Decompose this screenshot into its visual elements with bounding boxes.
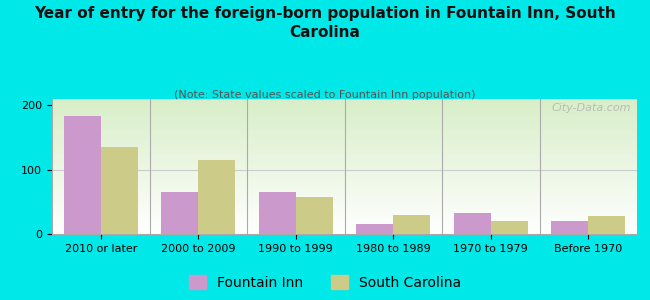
- Text: (Note: State values scaled to Fountain Inn population): (Note: State values scaled to Fountain I…: [174, 90, 476, 100]
- Bar: [259, 192, 296, 234]
- Bar: [198, 160, 235, 234]
- Bar: [491, 221, 528, 234]
- Bar: [101, 147, 138, 234]
- Text: Year of entry for the foreign-born population in Fountain Inn, South
Carolina: Year of entry for the foreign-born popul…: [34, 6, 616, 40]
- Legend: Fountain Inn, South Carolina: Fountain Inn, South Carolina: [189, 275, 461, 290]
- Bar: [356, 224, 393, 234]
- Bar: [296, 197, 333, 234]
- Text: City-Data.com: City-Data.com: [552, 103, 631, 113]
- Bar: [588, 216, 625, 234]
- Bar: [64, 116, 101, 234]
- Bar: [551, 221, 588, 234]
- Bar: [161, 192, 198, 234]
- Bar: [454, 213, 491, 234]
- Bar: [393, 215, 430, 234]
